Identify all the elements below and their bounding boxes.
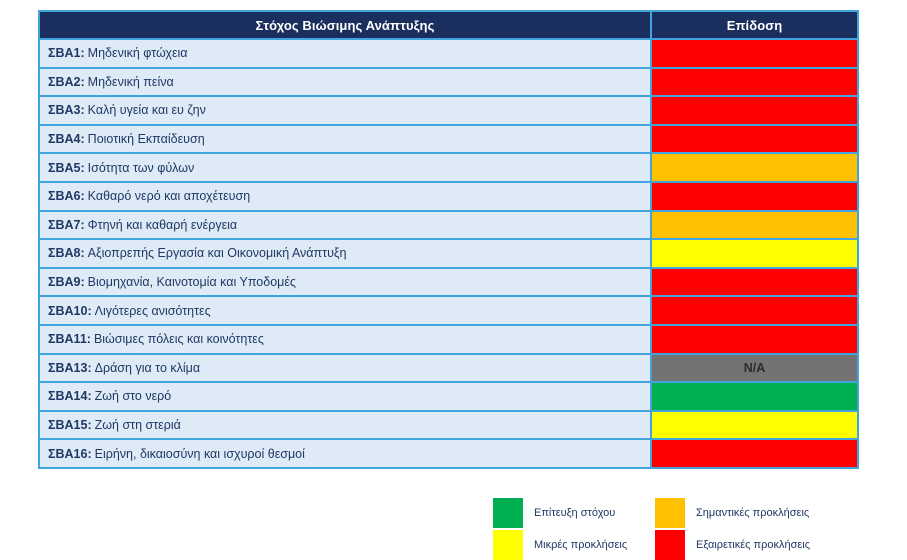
table-row: ΣΒΑ14: Ζωή στο νερό [38,381,859,412]
goal-code: ΣΒΑ15: [48,418,92,433]
goal-label: Μηδενική φτώχεια [87,46,188,61]
goal-cell: ΣΒΑ10: Λιγότερες ανισότητες [38,295,652,326]
goal-cell: ΣΒΑ1: Μηδενική φτώχεια [38,38,652,69]
goal-code: ΣΒΑ7: [48,217,85,232]
goal-label: Ισότητα των φύλων [87,160,195,175]
legend-label-goal-achieved: Επίτευξη στόχου [534,507,616,519]
goal-cell: ΣΒΑ15: Ζωή στη στεριά [38,409,652,441]
goal-column-header: Στόχος Βιώσιμης Ανάπτυξης [38,10,652,40]
sdg-performance-table: Στόχος Βιώσιμης Ανάπτυξης Επίδοση ΣΒΑ1: Μ… [38,10,859,469]
goal-label: Ζωή στο νερό [94,389,172,404]
goal-cell: ΣΒΑ7: Φτηνή και καθαρή ενέργεια [38,209,652,241]
legend-swatch-red [655,530,685,560]
table-row: ΣΒΑ3: Καλή υγεία και ευ ζην [38,95,859,126]
legend-label-minor-challenges: Μικρές προκλήσεις [534,539,628,551]
performance-cell [650,95,859,126]
goal-cell: ΣΒΑ3: Καλή υγεία και ευ ζην [38,95,652,126]
performance-cell [650,266,859,298]
goal-code: ΣΒΑ3: [48,103,85,118]
goal-label: Βιομηχανία, Καινοτομία και Υποδομές [87,275,296,290]
goal-code: ΣΒΑ1: [48,46,85,61]
goal-label: Φτηνή και καθαρή ενέργεια [87,217,238,232]
goal-label: Δράση για το κλίμα [94,360,201,375]
performance-cell-na: N/A [650,352,859,384]
goal-label: Λιγότερες ανισότητες [94,303,211,318]
table-row: ΣΒΑ2: Μηδενική πείνα [38,66,859,98]
goal-cell: ΣΒΑ11: Βιώσιμες πόλεις και κοινότητες [38,323,652,355]
goal-code: ΣΒΑ5: [48,160,85,175]
table-row: ΣΒΑ13: Δράση για το κλίμα N/A [38,352,859,384]
table-row: ΣΒΑ10: Λιγότερες ανισότητες [38,295,859,326]
performance-cell [650,409,859,441]
performance-cell [650,209,859,241]
goal-label: Μηδενική πείνα [87,74,174,89]
performance-cell [650,323,859,355]
goal-code: ΣΒΑ13: [48,360,92,375]
goal-code: ΣΒΑ4: [48,132,85,147]
page: { "table": { "header": { "goal": "Στόχος… [38,10,859,560]
table-row: ΣΒΑ4: Ποιοτική Εκπαίδευση [38,123,859,155]
goal-label: Καθαρό νερό και αποχέτευση [87,189,251,204]
goal-code: ΣΒΑ9: [48,275,85,290]
goal-code: ΣΒΑ14: [48,389,92,404]
performance-cell [650,438,859,469]
table-row: ΣΒΑ15: Ζωή στη στεριά [38,409,859,441]
goal-code: ΣΒΑ6: [48,189,85,204]
table-row: ΣΒΑ6: Καθαρό νερό και αποχέτευση [38,180,859,212]
performance-cell [650,123,859,155]
goal-code: ΣΒΑ16: [48,446,92,461]
performance-column-header: Επίδοση [650,10,859,40]
goal-label: Ειρήνη, δικαιοσύνη και ισχυροί θεσμοί [94,446,305,461]
table-row: ΣΒΑ11: Βιώσιμες πόλεις και κοινότητες [38,323,859,355]
goal-cell: ΣΒΑ13: Δράση για το κλίμα [38,352,652,384]
goal-label: Ποιοτική Εκπαίδευση [87,132,205,147]
legend-label-significant-challenges: Σημαντικές προκλήσεις [696,507,810,519]
goal-code: ΣΒΑ2: [48,74,85,89]
table-row: ΣΒΑ16: Ειρήνη, δικαιοσύνη και ισχυροί θεσ… [38,438,859,469]
header-row: Στόχος Βιώσιμης Ανάπτυξης Επίδοση [38,10,859,40]
legend-item-minor-challenges: Μικρές προκλήσεις [493,530,627,560]
legend-swatch-orange [655,498,685,528]
goal-cell: ΣΒΑ9: Βιομηχανία, Καινοτομία και Υποδομές [38,266,652,298]
table-row: ΣΒΑ9: Βιομηχανία, Καινοτομία και Υποδομές [38,266,859,298]
goal-cell: ΣΒΑ5: Ισότητα των φύλων [38,152,652,183]
performance-cell [650,180,859,212]
legend-label-major-challenges: Εξαιρετικές προκλήσεις [696,539,811,551]
goal-cell: ΣΒΑ2: Μηδενική πείνα [38,66,652,98]
goal-cell: ΣΒΑ8: Αξιοπρεπής Εργασία και Οικονομική Α… [38,238,652,269]
legend-item-major-challenges: Εξαιρετικές προκλήσεις [655,530,810,560]
performance-cell [650,152,859,183]
goal-cell: ΣΒΑ16: Ειρήνη, δικαιοσύνη και ισχυροί θεσ… [38,438,652,469]
table-row: ΣΒΑ1: Μηδενική φτώχεια [38,38,859,69]
legend-item-goal-achieved: Επίτευξη στόχου [493,498,615,528]
legend-item-significant-challenges: Σημαντικές προκλήσεις [655,498,809,528]
performance-cell [650,66,859,98]
performance-cell [650,295,859,326]
table-row: ΣΒΑ8: Αξιοπρεπής Εργασία και Οικονομική Α… [38,238,859,269]
goal-cell: ΣΒΑ14: Ζωή στο νερό [38,381,652,412]
goal-code: ΣΒΑ8: [48,246,85,261]
goal-label: Ζωή στη στεριά [94,418,181,433]
goal-code: ΣΒΑ11: [48,332,91,347]
legend-swatch-green [493,498,523,528]
goal-cell: ΣΒΑ6: Καθαρό νερό και αποχέτευση [38,180,652,212]
goal-label: Βιώσιμες πόλεις και κοινότητες [93,332,264,347]
goal-cell: ΣΒΑ4: Ποιοτική Εκπαίδευση [38,123,652,155]
table-row: ΣΒΑ7: Φτηνή και καθαρή ενέργεια [38,209,859,241]
performance-cell [650,38,859,69]
goal-label: Καλή υγεία και ευ ζην [87,103,206,118]
performance-cell [650,381,859,412]
legend-swatch-yellow [493,530,523,560]
goal-code: ΣΒΑ10: [48,303,92,318]
performance-cell [650,238,859,269]
table-row: ΣΒΑ5: Ισότητα των φύλων [38,152,859,183]
goal-label: Αξιοπρεπής Εργασία και Οικονομική Ανάπτυ… [87,246,347,261]
